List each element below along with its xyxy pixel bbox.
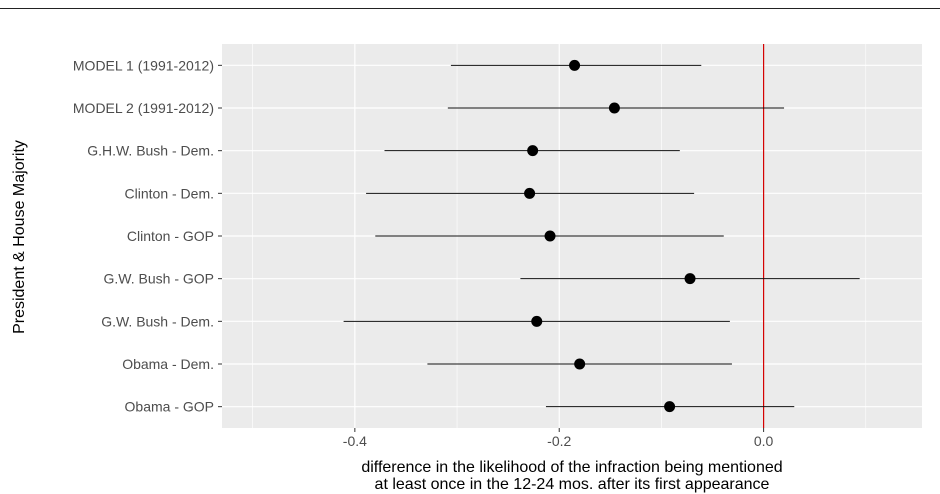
y-tick-label: Obama - Dem. (122, 356, 214, 372)
x-axis-ticks: -0.4 -0.2 0.0 (343, 428, 774, 449)
point-estimate (527, 145, 539, 157)
y-tick-label: MODEL 2 (1991-2012) (73, 100, 214, 116)
point-estimate (524, 187, 536, 199)
point-estimate (684, 273, 696, 285)
y-axis-title: President & House Majority (11, 140, 28, 334)
point-estimate (569, 59, 581, 71)
y-tick-label: G.W. Bush - GOP (104, 271, 214, 287)
y-tick-label: Clinton - Dem. (125, 185, 214, 201)
y-tick-label: G.H.W. Bush - Dem. (87, 143, 214, 159)
top-rule (0, 8, 940, 9)
y-tick-label: Clinton - GOP (127, 228, 214, 244)
point-estimate (531, 315, 543, 327)
y-tick-label: Obama - GOP (125, 399, 214, 415)
x-tick-label: -0.4 (343, 433, 367, 449)
y-tick-label: MODEL 1 (1991-2012) (73, 57, 214, 73)
y-axis-ticks: MODEL 1 (1991-2012) MODEL 2 (1991-2012) G.… (73, 57, 222, 415)
x-tick-label: 0.0 (754, 433, 774, 449)
y-tick-label: G.W. Bush - Dem. (101, 313, 214, 329)
point-estimate (664, 401, 676, 413)
point-estimate (544, 230, 556, 242)
point-estimate (608, 102, 620, 114)
x-axis-title-line2: at least once in the 12-24 mos. after it… (375, 476, 770, 493)
x-axis-title-line1: difference in the likelihood of the infr… (361, 459, 782, 476)
point-estimate (574, 358, 586, 370)
point-estimates (524, 59, 696, 413)
x-tick-label: -0.2 (547, 433, 571, 449)
